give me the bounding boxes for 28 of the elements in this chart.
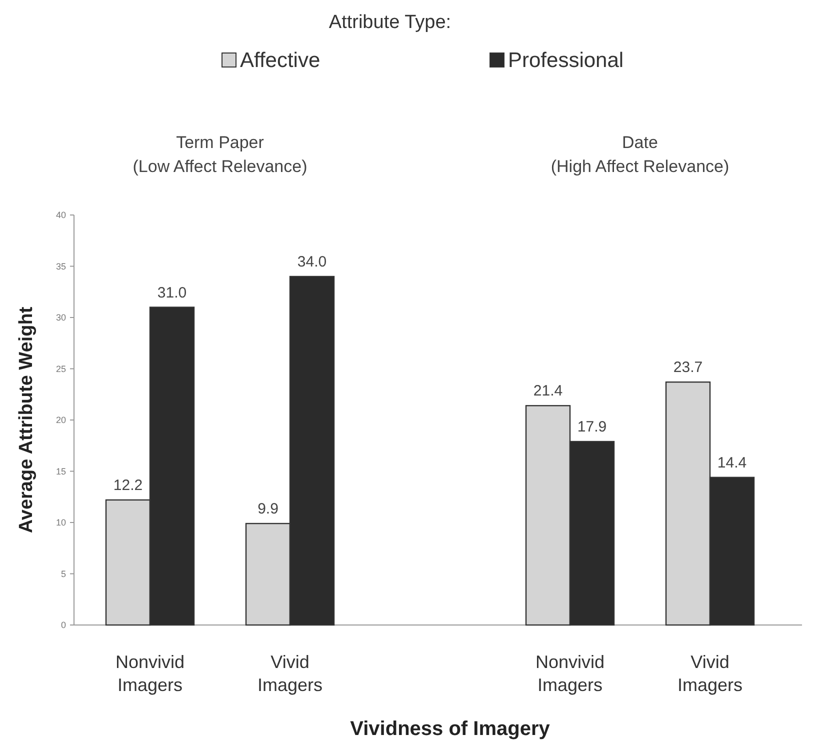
x-tick-label: Vivid Imagers xyxy=(257,652,323,695)
legend-title: Attribute Type: xyxy=(328,12,452,33)
text: Term Paper (Low Affect Relevance) xyxy=(132,133,308,176)
x-tick-label: Nonvivid Imagers xyxy=(535,652,605,695)
legend-label: Affective xyxy=(240,49,320,72)
y-tick-label: 40 xyxy=(56,210,66,220)
text: Date (High Affect Relevance) xyxy=(550,133,730,176)
y-tick-label: 25 xyxy=(56,364,66,374)
text: 34.0 xyxy=(297,254,327,270)
x-tick-label: Nonvivid Imagers xyxy=(115,652,185,695)
x-axis-title: Vividness of Imagery xyxy=(350,718,551,740)
y-tick-label: 30 xyxy=(56,312,66,322)
y-tick-label: 10 xyxy=(56,518,66,528)
x-tick-label: Vivid Imagers xyxy=(677,652,743,695)
text: 12.2 xyxy=(113,476,143,494)
text: 23.7 xyxy=(673,359,703,376)
text: 9.9 xyxy=(258,500,278,518)
y-tick-label: 5 xyxy=(60,568,66,579)
y-tick-label: 15 xyxy=(56,466,66,476)
text: 21.4 xyxy=(533,382,563,400)
y-axis-title: Average Attribute Weight xyxy=(16,306,37,534)
y-tick-label: 0 xyxy=(60,620,66,630)
y-tick-label: 35 xyxy=(56,261,66,272)
y-tick-label: 20 xyxy=(56,415,66,425)
text: 31.0 xyxy=(157,284,187,302)
text: 17.9 xyxy=(577,418,607,436)
text: 14.4 xyxy=(717,454,747,472)
legend-label: Professional xyxy=(508,49,624,72)
